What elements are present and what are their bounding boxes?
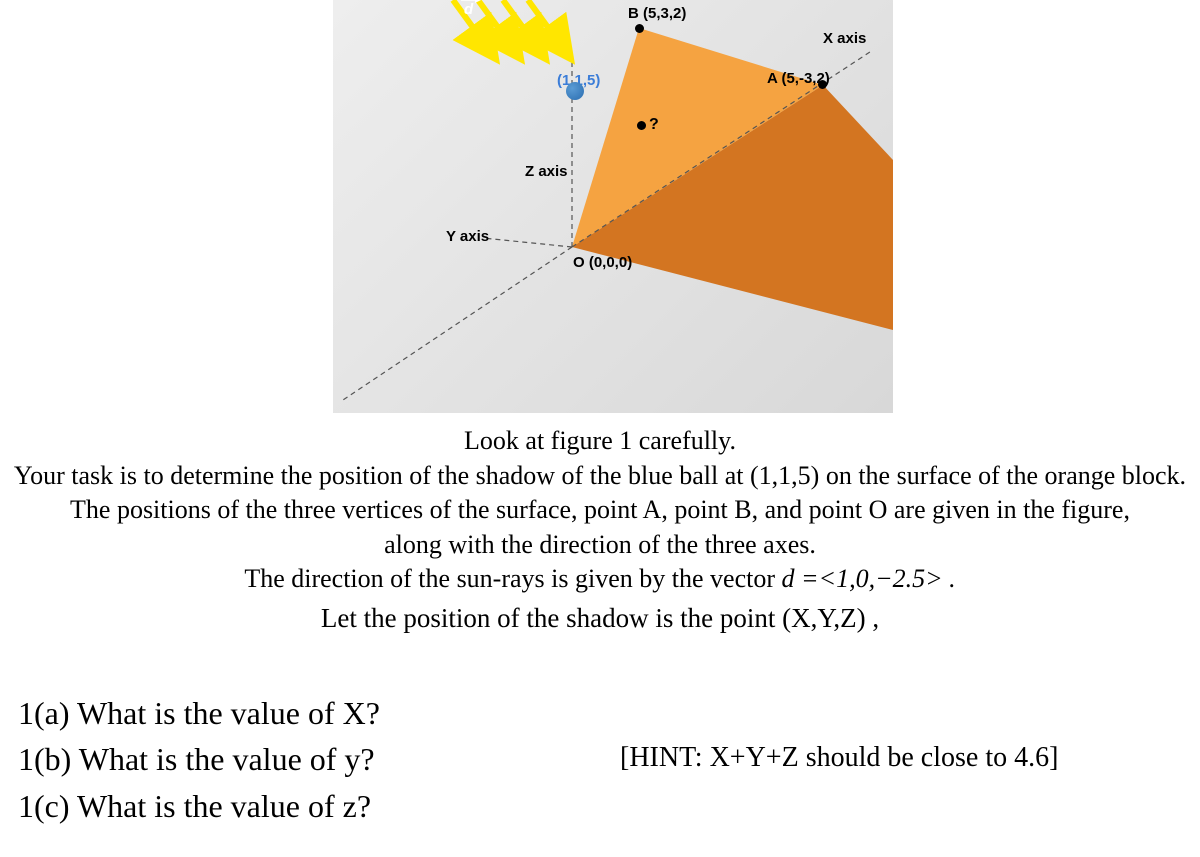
figure-1: d B (5,3,2) X axis A (5,-3,2) (1,1,5) Z … xyxy=(333,0,893,413)
label-question-mark: ? xyxy=(649,116,659,134)
d-vector-label: d xyxy=(464,1,474,18)
instr-line-3: The positions of the three vertices of t… xyxy=(0,494,1200,527)
blue-ball xyxy=(566,82,584,100)
label-y-axis: Y axis xyxy=(446,228,489,245)
instr-line-5-vec: d =<1,0,−2.5> . xyxy=(782,564,956,593)
label-x-axis: X axis xyxy=(823,30,866,47)
dot-point-b xyxy=(635,24,644,33)
instr-line-6: Let the position of the shadow is the po… xyxy=(0,602,1200,636)
y-axis-line xyxy=(343,247,572,400)
dot-shadow-point xyxy=(637,121,646,130)
question-1c: 1(c) What is the value of z? xyxy=(18,783,380,829)
question-1a: 1(a) What is the value of X? xyxy=(18,690,380,736)
label-z-axis: Z axis xyxy=(525,163,568,180)
instr-line-1: Look at figure 1 carefully. xyxy=(0,425,1200,458)
label-point-b: B (5,3,2) xyxy=(628,5,686,22)
instr-line-2: Your task is to determine the position o… xyxy=(0,460,1200,493)
question-1b: 1(b) What is the value of y? xyxy=(18,736,380,782)
questions-block: 1(a) What is the value of X? 1(b) What i… xyxy=(18,690,380,829)
figure-svg: d xyxy=(333,0,893,413)
instr-line-4: along with the direction of the three ax… xyxy=(0,529,1200,562)
y-axis-horizontal xyxy=(483,238,572,247)
hint-text: [HINT: X+Y+Z should be close to 4.6] xyxy=(620,742,1058,774)
instr-line-5-pre: The direction of the sun-rays is given b… xyxy=(244,564,781,593)
instructions-block: Look at figure 1 carefully. Your task is… xyxy=(0,425,1200,637)
dot-point-a xyxy=(818,80,827,89)
label-origin: O (0,0,0) xyxy=(573,254,632,271)
instr-line-5: The direction of the sun-rays is given b… xyxy=(0,563,1200,596)
